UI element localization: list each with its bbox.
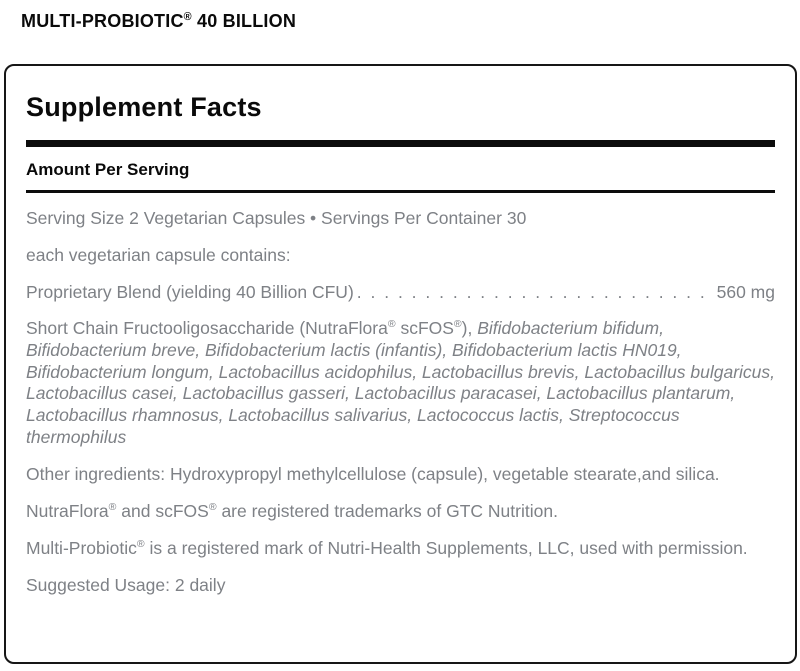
registered-trademark-symbol: ® bbox=[108, 501, 117, 514]
ingredients-paragraph: Short Chain Fructooligosaccharide (Nutra… bbox=[26, 318, 775, 449]
blend-leader-dots: . . . . . . . . . . . . . . . . . . . . … bbox=[356, 281, 714, 302]
ingredients-lead-close: ), bbox=[461, 317, 478, 338]
registered-trademark-symbol: ® bbox=[387, 317, 396, 330]
suggested-usage-line: Suggested Usage: 2 daily bbox=[26, 574, 226, 595]
thin-divider bbox=[26, 190, 775, 193]
trademark-rest: are registered trademarks of GTC Nutriti… bbox=[216, 500, 558, 521]
registered-trademark-symbol: ® bbox=[183, 11, 192, 23]
page-title: MULTI-PROBIOTIC® 40 BILLION bbox=[21, 11, 800, 32]
registered-trademark-symbol: ® bbox=[453, 317, 462, 330]
trademark-line: NutraFlora® and scFOS® are registered tr… bbox=[26, 501, 775, 523]
registered-trademark-symbol: ® bbox=[136, 537, 145, 550]
page-title-name: MULTI-PROBIOTIC bbox=[21, 11, 184, 31]
other-ingredients-line: Other ingredients: Hydroxypropyl methylc… bbox=[26, 464, 720, 484]
capsule-contains-line: each vegetarian capsule contains: bbox=[26, 244, 291, 265]
blend-label: Proprietary Blend (yielding 40 Billion C… bbox=[26, 281, 354, 302]
page-title-rest: 40 BILLION bbox=[191, 11, 297, 31]
trademark-nutraflora: NutraFlora bbox=[26, 500, 109, 521]
ingredients-lead-scfos: scFOS bbox=[395, 317, 454, 338]
registered-mark-line: Multi-Probiotic® is a registered mark of… bbox=[26, 538, 775, 560]
registered-mark-rest: is a registered mark of Nutri-Health Sup… bbox=[144, 537, 748, 558]
registered-trademark-symbol: ® bbox=[208, 501, 217, 514]
thick-divider bbox=[26, 140, 775, 147]
serving-size-line: Serving Size 2 Vegetarian Capsules • Ser… bbox=[26, 208, 527, 228]
proprietary-blend-row: Proprietary Blend (yielding 40 Billion C… bbox=[26, 282, 775, 303]
trademark-scfos: and scFOS bbox=[116, 500, 209, 521]
blend-amount: 560 mg bbox=[716, 281, 775, 302]
supplement-facts-panel: Supplement Facts Amount Per Serving Serv… bbox=[4, 64, 797, 664]
amount-per-serving-header: Amount Per Serving bbox=[26, 160, 190, 179]
ingredients-species-list: Bifidobacterium bifidum, Bifidobacterium… bbox=[26, 317, 776, 448]
ingredients-lead-text: Short Chain Fructooligosaccharide (Nutra… bbox=[26, 317, 388, 338]
panel-heading: Supplement Facts bbox=[26, 92, 262, 122]
registered-mark-name: Multi-Probiotic bbox=[26, 537, 137, 558]
ingredients-lead: Short Chain Fructooligosaccharide (Nutra… bbox=[26, 318, 477, 338]
